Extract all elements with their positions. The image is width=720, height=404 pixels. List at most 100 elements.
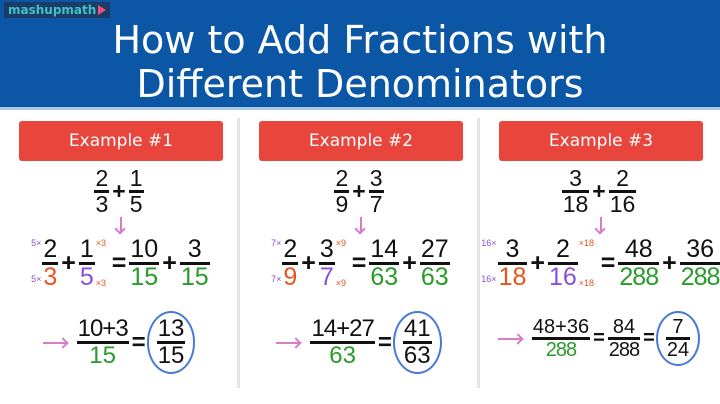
fraction-bar [665,337,691,340]
fraction-bar [318,262,335,265]
fraction-bar [679,262,720,265]
fraction: 3 15 [179,237,210,291]
fraction: 3 18 [561,165,590,216]
fraction-bar [78,262,95,265]
play-triangle-icon [98,5,107,15]
fraction: 48+36 288 [531,316,591,360]
multiplier-label: 7× [271,274,282,284]
numerator: 84 [612,316,636,338]
numerator: 41 [403,315,431,342]
multiplier-label: ×3 [95,278,107,288]
denominator: 15 [180,263,209,291]
operator: + [352,178,366,204]
fraction-bar [561,190,590,193]
denominator: 16 [548,263,577,291]
fraction-bar [607,337,641,340]
column-divider [477,118,480,388]
example-panel: Example #3 3 18 +2 16 3 18 16× 16× +2 16 ×18 ×18 = 48 2… [480,113,720,404]
conversion-row: 2 9 7× 7× +3 7 ×9 ×9 = 14 63 +27 63 [240,237,478,290]
fraction: 10 15 [129,237,160,290]
title-line-2: Different Denominators [136,62,584,106]
problem-row: 2 9 +3 7 [240,167,478,216]
fraction: 3 18 16× 16× [481,235,528,291]
fraction: 3 7 ×9 ×9 [318,235,346,291]
fraction: 13 15 [156,317,186,368]
multiplier-label: ×3 [95,238,107,248]
right-arrow-icon [42,341,67,344]
denominator: 5 [79,263,94,291]
fraction-bar [310,341,375,344]
denominator: 63 [329,342,356,369]
denominator: 63 [370,263,399,291]
fraction-bar [94,190,110,193]
example-label-button: Example #1 [19,121,223,161]
denominator: 63 [420,263,449,291]
numerator: 3 [505,235,520,263]
denominator: 9 [335,191,349,217]
result-row: 48+36 288 = 84 288 = 7 24 [480,311,718,366]
fraction: 41 63 [402,315,432,368]
numerator: 2 [335,165,349,191]
fraction: 7 24 [665,316,691,360]
fraction-bar [156,341,186,344]
example-panel: Example #1 2 3 +1 5 2 3 5× 5× +1 5 ×3 ×3 = 10 15 +3 15 10+… [0,113,238,404]
example-label-button: Example #3 [499,121,703,161]
numerator: 10+3 [77,315,129,342]
fraction-bar [531,337,591,340]
fraction-bar [497,262,528,265]
numerator: 2 [95,165,109,191]
multiplier-label: 16× [481,238,497,248]
operator: + [162,249,177,277]
answer-circle: 7 24 [655,311,701,366]
result-row: 14+27 63 = 41 63 [240,311,478,374]
numerator: 48+36 [532,316,590,338]
denominator: 7 [319,263,334,291]
numerator: 2 [616,165,629,191]
multiplier-label: 5× [31,274,42,284]
operator: + [301,249,316,277]
multiplier-label: ×9 [335,278,347,288]
denominator: 15 [89,342,116,369]
numerator: 7 [672,316,684,338]
example-label-button: Example #2 [259,121,463,161]
fraction: 2 9 7× 7× [271,237,299,290]
title-line-1: How to Add Fractions with [112,18,608,62]
conversion-row: 3 18 16× 16× +2 16 ×18 ×18 = 48 288 +36 288 [480,235,720,291]
problem-row: 2 3 +1 5 [0,167,238,216]
answer-circle: 13 15 [146,311,196,374]
fraction: 10+3 15 [76,315,129,369]
numerator: 2 [43,235,58,263]
numerator: 3 [319,235,334,263]
fraction: 36 288 [679,235,720,290]
denominator: 5 [129,191,143,217]
fraction: 84 288 [607,316,641,360]
operator: = [600,249,616,277]
fraction-bar [608,190,637,193]
title-banner: mashupmath How to Add Fractions with Dif… [0,0,720,110]
fraction-bar [334,190,350,193]
operator: + [530,249,545,277]
page-title: How to Add Fractions with Different Deno… [0,18,720,106]
operator: + [592,178,606,204]
operator: = [377,328,392,356]
numerator: 14 [370,235,399,263]
logo-text: mashupmath [8,3,97,17]
fraction: 14+27 63 [310,317,375,369]
conversion-row: 2 3 5× 5× +1 5 ×3 ×3 = 10 15 +3 15 [0,237,238,290]
problem-row: 3 18 +2 16 [480,167,718,216]
operator: + [61,249,76,277]
denominator: 288 [619,263,659,291]
answer-circle: 41 63 [392,311,442,374]
numerator: 1 [79,235,94,263]
numerator: 36 [686,235,714,263]
numerator: 3 [569,165,582,191]
multiplier-label: 7× [271,238,282,248]
right-arrow-icon [497,337,522,340]
fraction-bar [369,262,400,265]
fraction-bar [179,262,210,265]
denominator: 18 [498,263,527,291]
down-arrow-icon [600,217,602,233]
